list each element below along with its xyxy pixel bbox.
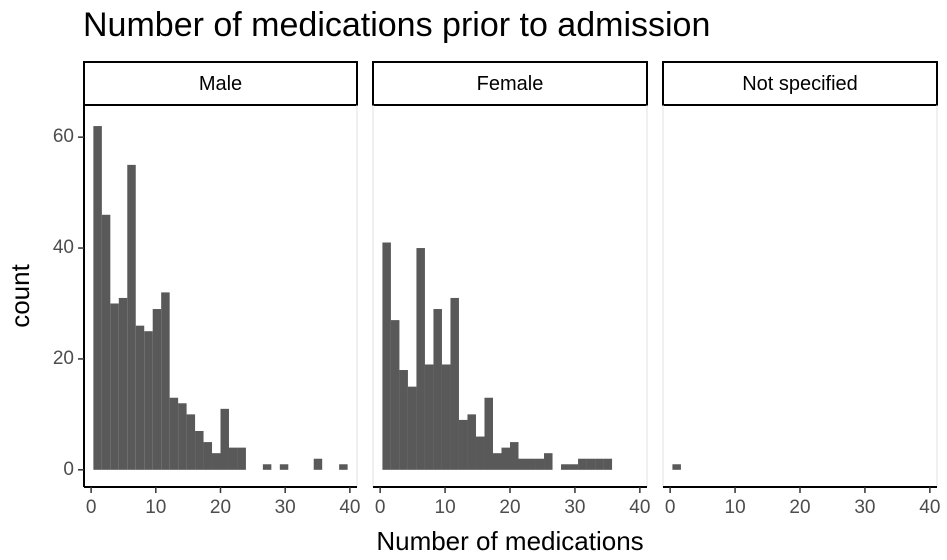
bar — [339, 464, 348, 470]
bar — [212, 453, 221, 470]
chart-title: Number of medications prior to admission — [83, 6, 710, 44]
bar — [527, 458, 536, 470]
x-tick-label: 30 — [564, 497, 585, 518]
bar — [603, 458, 613, 470]
x-tick-label: 10 — [145, 497, 166, 518]
bar — [382, 242, 391, 470]
bar — [578, 458, 587, 470]
bar — [484, 397, 493, 470]
bar — [118, 297, 128, 470]
bar — [228, 447, 238, 470]
x-tick-label: 20 — [210, 497, 231, 518]
bar — [237, 447, 246, 470]
y-tick-label: 0 — [63, 459, 74, 480]
bar — [450, 297, 459, 470]
bar — [458, 419, 468, 470]
bar — [535, 458, 545, 470]
bar — [399, 370, 408, 470]
bar — [262, 464, 272, 470]
bar — [186, 414, 196, 470]
y-tick-label: 60 — [53, 126, 74, 147]
x-tick-label: 20 — [499, 497, 520, 518]
y-axis-title: count — [5, 263, 35, 327]
facet-label: Not specified — [742, 73, 858, 95]
bar — [492, 453, 502, 470]
bar — [561, 464, 570, 470]
bar — [178, 403, 187, 470]
bar — [441, 364, 451, 470]
bar — [220, 408, 229, 470]
x-tick-label: 10 — [725, 497, 746, 518]
y-tick-label: 40 — [53, 237, 74, 258]
bar — [672, 464, 681, 470]
bar — [510, 442, 519, 470]
bar — [569, 464, 579, 470]
x-tick-label: 40 — [919, 497, 940, 518]
x-axis-title: Number of medications — [376, 526, 643, 556]
bar — [407, 386, 417, 470]
x-tick-label: 10 — [435, 497, 456, 518]
bar — [586, 458, 596, 470]
x-tick-label: 30 — [854, 497, 875, 518]
bar — [101, 214, 111, 470]
x-tick-label: 0 — [375, 497, 386, 518]
bar — [475, 436, 485, 470]
y-tick-label: 20 — [53, 348, 74, 369]
bar — [152, 309, 162, 470]
bar — [518, 458, 528, 470]
bar — [544, 453, 553, 470]
bar — [416, 248, 425, 470]
bar — [501, 447, 510, 470]
bar — [203, 442, 213, 470]
facet-label: Male — [199, 73, 242, 95]
bar — [279, 464, 289, 470]
x-tick-label: 40 — [629, 497, 650, 518]
bar — [161, 292, 170, 470]
bar — [595, 458, 604, 470]
bar — [467, 414, 476, 470]
facet-strip — [662, 61, 938, 106]
bar — [433, 309, 442, 470]
x-tick-label: 0 — [86, 497, 97, 518]
bar — [390, 320, 400, 470]
bar — [195, 431, 204, 470]
bar — [93, 126, 102, 470]
bar — [144, 331, 153, 470]
x-tick-label: 30 — [275, 497, 296, 518]
facet-label: Female — [477, 73, 544, 95]
x-tick-label: 0 — [665, 497, 676, 518]
bar — [127, 164, 136, 470]
facet-strip — [372, 61, 648, 106]
facet-strip — [83, 61, 358, 106]
x-tick-label: 40 — [339, 497, 360, 518]
bar — [169, 397, 179, 470]
bar — [110, 303, 119, 470]
bar — [424, 364, 434, 470]
x-tick-label: 20 — [789, 497, 810, 518]
bar — [313, 458, 323, 470]
bar — [135, 325, 145, 470]
